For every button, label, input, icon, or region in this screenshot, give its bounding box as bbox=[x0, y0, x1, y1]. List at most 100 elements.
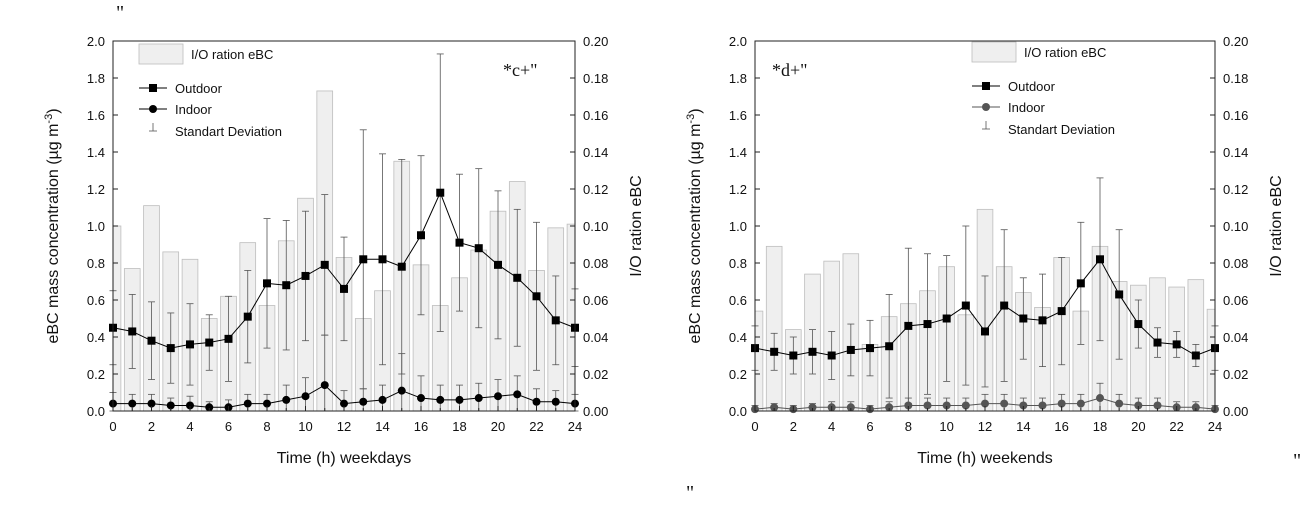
x-tick-label: 14 bbox=[1016, 419, 1030, 434]
outdoor-point bbox=[494, 260, 502, 269]
x-tick-label: 6 bbox=[866, 419, 873, 434]
x-tick-label: 16 bbox=[414, 419, 428, 434]
x-tick-label: 2 bbox=[790, 419, 797, 434]
legend-sd-label: Standart Deviation bbox=[175, 124, 282, 139]
y2-tick-label: 0.08 bbox=[583, 256, 608, 271]
outdoor-point bbox=[243, 312, 252, 321]
outdoor-point bbox=[455, 238, 464, 247]
y2-tick-label: 0.14 bbox=[1223, 145, 1248, 160]
y-tick-label: 0.6 bbox=[87, 293, 105, 308]
y-tick-label: 0.4 bbox=[729, 330, 747, 345]
legend-bar-swatch bbox=[138, 43, 184, 65]
indoor-point bbox=[885, 403, 894, 412]
y-tick-label: 1.6 bbox=[729, 108, 747, 123]
outdoor-point bbox=[205, 338, 214, 347]
outdoor-point bbox=[320, 260, 329, 269]
x-tick-label: 2 bbox=[148, 419, 155, 434]
indoor-point bbox=[378, 395, 387, 404]
indoor-point bbox=[1096, 394, 1104, 403]
y-tick-label: 1.8 bbox=[729, 71, 747, 86]
indoor-point bbox=[397, 386, 406, 395]
y-axis-left: 0.0 0.2 0.4 0.6 0.8 1.0 1.2 1.4 1.6 1.8 2.0 eBC mas… bbox=[685, 34, 760, 419]
y2-tick-label: 0.04 bbox=[583, 330, 608, 345]
outdoor-point bbox=[1172, 340, 1181, 349]
x-tick-label: 16 bbox=[1054, 419, 1068, 434]
indoor-point bbox=[1000, 399, 1009, 408]
outdoor-point bbox=[1153, 338, 1162, 347]
x-tick-label: 0 bbox=[751, 419, 758, 434]
indoor-point bbox=[1019, 401, 1028, 410]
indoor-point bbox=[417, 394, 425, 403]
outdoor-point bbox=[474, 244, 483, 253]
x-tick-label: 8 bbox=[905, 419, 912, 434]
x-axis-title: Time (h) weekdays bbox=[277, 450, 412, 467]
indoor-point bbox=[904, 401, 913, 410]
outdoor-point bbox=[808, 347, 817, 356]
legend-indoor-label: Indoor bbox=[175, 102, 213, 117]
y-axis-title-tail: ) bbox=[45, 108, 62, 113]
stray-mark-bottom-right: " bbox=[1293, 450, 1302, 472]
indoor-point bbox=[474, 394, 483, 403]
outdoor-point bbox=[186, 340, 194, 349]
outdoor-point bbox=[436, 188, 445, 197]
y2-tick-label: 0.12 bbox=[583, 182, 608, 197]
indoor-point bbox=[1076, 399, 1085, 408]
outdoor-point bbox=[513, 273, 522, 282]
x-tick-label: 0 bbox=[109, 419, 116, 434]
indoor-point bbox=[808, 403, 817, 412]
x-tick-label: 12 bbox=[337, 419, 351, 434]
y2-tick-label: 0.08 bbox=[1223, 256, 1248, 271]
y2-tick-label: 0.12 bbox=[1223, 182, 1248, 197]
outdoor-point bbox=[1000, 301, 1009, 310]
x-tick-label: 22 bbox=[1169, 419, 1183, 434]
y-axis-title-main: eBC mass concentration (µg m bbox=[45, 124, 62, 344]
x-tick-label: 20 bbox=[491, 419, 505, 434]
outdoor-point bbox=[301, 271, 310, 280]
indoor-point bbox=[340, 399, 348, 408]
indoor-point bbox=[166, 401, 175, 410]
indoor-point bbox=[263, 399, 271, 408]
outdoor-point bbox=[1019, 314, 1028, 323]
panel-label: *d+" bbox=[772, 60, 808, 80]
x-tick-label: 14 bbox=[375, 419, 389, 434]
outdoor-point bbox=[789, 351, 798, 360]
outdoor-point bbox=[551, 316, 560, 325]
outdoor-point bbox=[981, 327, 989, 336]
outdoor-point bbox=[1057, 307, 1066, 316]
indoor-point bbox=[301, 392, 310, 401]
indoor-point bbox=[494, 392, 502, 401]
x-tick-label: 22 bbox=[529, 419, 543, 434]
y2-axis-title: I/O ration eBC bbox=[628, 175, 645, 276]
outdoor-point bbox=[770, 347, 779, 356]
outdoor-point bbox=[1076, 279, 1085, 288]
y-tick-label: 1.4 bbox=[87, 145, 105, 160]
y2-tick-label: 0.16 bbox=[1223, 108, 1248, 123]
indoor-point bbox=[981, 399, 989, 408]
outdoor-point bbox=[532, 292, 541, 301]
y-tick-label: 0.0 bbox=[729, 404, 747, 419]
y-tick-label: 1.2 bbox=[729, 182, 747, 197]
legend-sd-label: Standart Deviation bbox=[1008, 122, 1115, 137]
outdoor-point bbox=[378, 255, 387, 264]
y2-tick-label: 0.00 bbox=[1223, 404, 1248, 419]
stray-mark-top-left: " bbox=[116, 2, 125, 24]
stray-mark-bottom-center: " bbox=[686, 482, 695, 504]
legend: I/O ration eBC Outdoor Indoor Standart Devi… bbox=[971, 41, 1115, 137]
x-tick-label: 20 bbox=[1131, 419, 1145, 434]
outdoor-point bbox=[263, 279, 271, 288]
indoor-point bbox=[942, 401, 951, 410]
y-tick-label: 0.8 bbox=[729, 256, 747, 271]
indoor-point bbox=[128, 399, 137, 408]
indoor-point bbox=[1134, 401, 1143, 410]
y2-tick-label: 0.06 bbox=[583, 293, 608, 308]
indoor-point bbox=[359, 397, 368, 406]
y-tick-label: 1.4 bbox=[729, 145, 747, 160]
outdoor-point bbox=[417, 231, 425, 240]
indoor-point bbox=[551, 397, 560, 406]
indoor-point bbox=[147, 399, 156, 408]
x-tick-label: 18 bbox=[452, 419, 466, 434]
outdoor-point bbox=[846, 345, 855, 354]
x-tick-label: 24 bbox=[1208, 419, 1222, 434]
